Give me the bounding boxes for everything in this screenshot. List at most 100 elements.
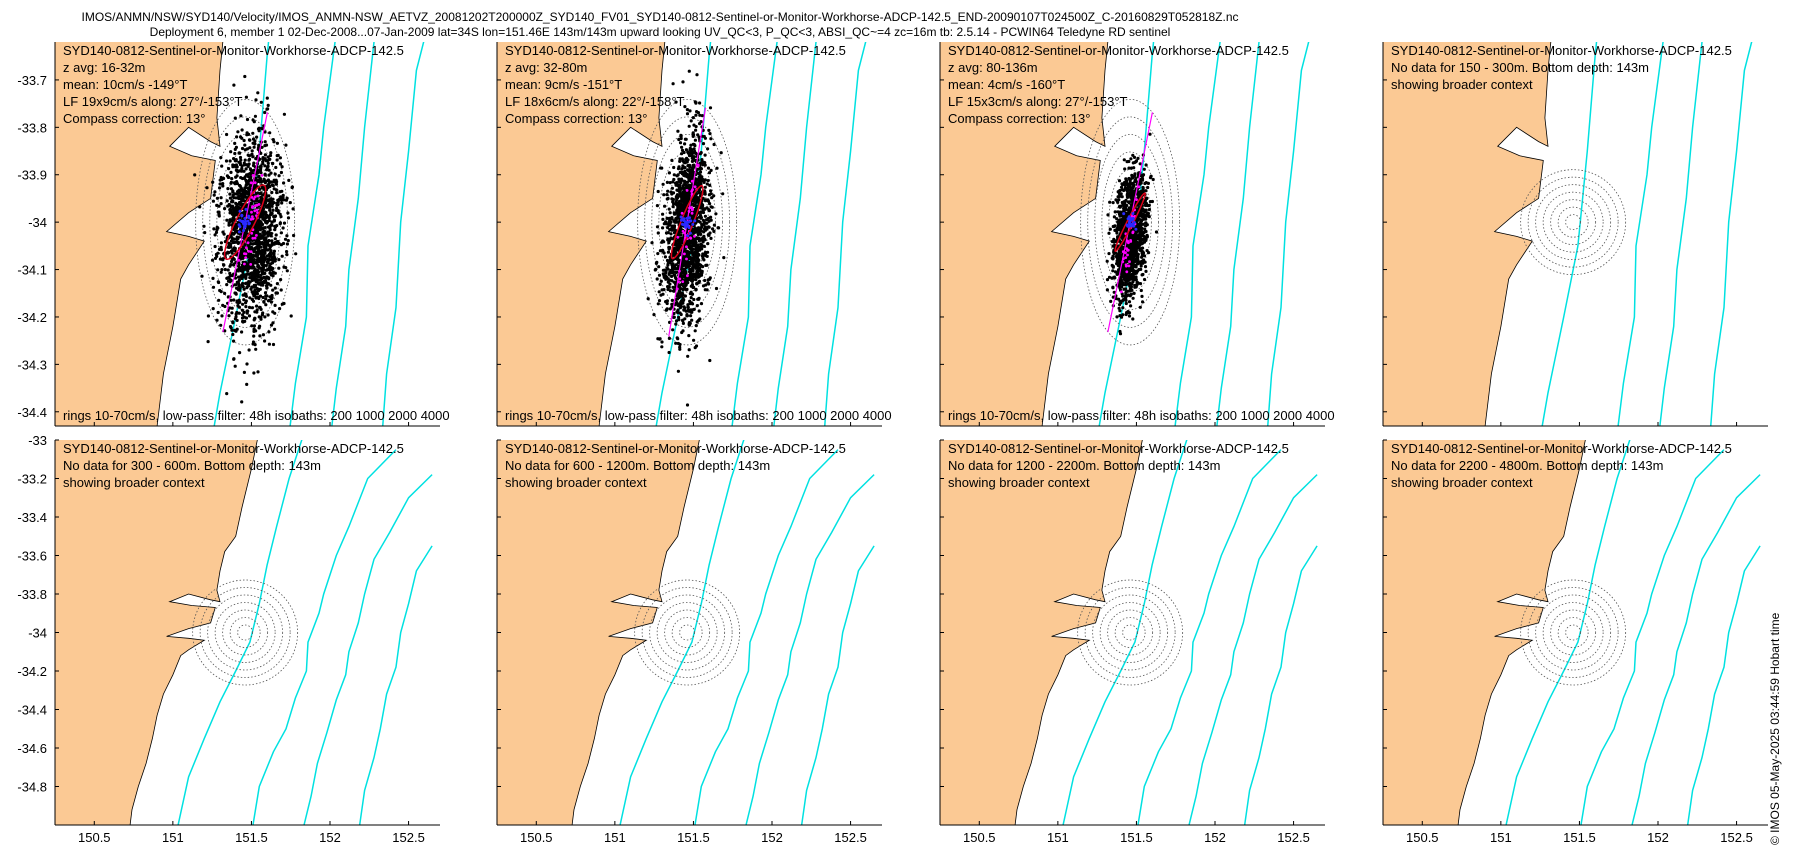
scatter-point bbox=[271, 321, 275, 325]
scatter-point bbox=[225, 132, 229, 137]
scatter-point bbox=[1127, 166, 1131, 170]
scatter-point bbox=[1128, 273, 1132, 277]
scatter-point bbox=[704, 263, 708, 267]
scatter-point bbox=[244, 178, 248, 182]
scatter-point bbox=[1139, 177, 1143, 181]
scatter-point bbox=[230, 218, 234, 222]
isobath-line-4 bbox=[382, 42, 425, 426]
scatter-point bbox=[253, 139, 257, 143]
scatter-point bbox=[245, 117, 250, 122]
scatter-point bbox=[210, 258, 215, 262]
scatter-point bbox=[236, 269, 240, 273]
scatter-point bbox=[694, 113, 698, 117]
scatter-point bbox=[251, 242, 255, 246]
scatter-point bbox=[211, 307, 215, 311]
scatter-point bbox=[685, 403, 690, 407]
land-polygon bbox=[497, 42, 666, 426]
scatter-point bbox=[1108, 227, 1112, 231]
panel-info-line: LF 18x6cm/s along: 22°/-158°T bbox=[505, 94, 685, 109]
scatter-point bbox=[240, 400, 244, 404]
scatter-point bbox=[1135, 240, 1139, 245]
scatter-point bbox=[263, 153, 267, 157]
scatter-point bbox=[668, 211, 672, 215]
scatter-point bbox=[284, 266, 288, 270]
scatter-point bbox=[262, 263, 266, 267]
scatter-point bbox=[215, 196, 219, 200]
y-tick-label: -34 bbox=[28, 215, 47, 230]
scatter-point bbox=[265, 168, 269, 172]
scatter-point bbox=[687, 321, 692, 325]
scatter-point bbox=[1128, 191, 1132, 195]
scatter-point bbox=[658, 282, 662, 286]
isobath-line-3 bbox=[773, 42, 817, 426]
scatter-point bbox=[273, 303, 277, 307]
scatter-point bbox=[219, 156, 223, 160]
isobath-line-2 bbox=[1174, 42, 1221, 426]
panel-title: SYD140-0812-Sentinel-or-Monitor-Workhors… bbox=[505, 43, 846, 58]
scatter-point bbox=[257, 187, 262, 192]
scatter-point bbox=[234, 224, 238, 228]
scatter-point bbox=[229, 278, 233, 283]
scatter-point bbox=[1142, 167, 1146, 171]
scatter-point bbox=[225, 199, 229, 203]
scatter-point bbox=[670, 302, 674, 306]
mean-point bbox=[247, 214, 251, 218]
lowpass-point bbox=[686, 274, 689, 278]
scatter-point bbox=[700, 158, 704, 162]
scatter-point bbox=[238, 183, 242, 188]
mean-point bbox=[693, 219, 697, 223]
lowpass-point bbox=[1120, 290, 1123, 294]
scatter-point bbox=[242, 138, 246, 143]
scatter-point bbox=[243, 186, 247, 190]
scatter-point bbox=[722, 256, 726, 260]
scatter-point bbox=[235, 253, 239, 257]
scatter-point bbox=[268, 208, 272, 212]
scatter-point bbox=[688, 299, 692, 303]
scatter-point bbox=[1136, 234, 1140, 238]
scatter-point bbox=[265, 96, 269, 100]
scatter-point bbox=[230, 236, 234, 240]
lowpass-point bbox=[251, 217, 255, 221]
scatter-point bbox=[696, 249, 700, 253]
mean-point bbox=[238, 209, 242, 213]
scatter-point bbox=[701, 210, 706, 215]
scatter-point bbox=[252, 145, 256, 149]
scatter-point bbox=[233, 147, 237, 151]
scatter-point bbox=[1135, 237, 1139, 241]
scatter-point bbox=[1123, 219, 1127, 223]
scatter-point bbox=[1144, 221, 1148, 225]
scatter-point bbox=[657, 290, 661, 294]
scatter-point bbox=[247, 259, 251, 263]
scatter-point bbox=[698, 220, 702, 224]
scatter-point bbox=[693, 226, 697, 230]
mean-point bbox=[685, 216, 689, 220]
scatter-point bbox=[1139, 267, 1143, 271]
scatter-point bbox=[671, 285, 675, 289]
scatter-point bbox=[248, 225, 252, 229]
scatter-point bbox=[1132, 183, 1136, 187]
scatter-point bbox=[688, 109, 692, 113]
scatter-point bbox=[236, 130, 240, 134]
scatter-point bbox=[690, 239, 695, 243]
scatter-point bbox=[1116, 225, 1120, 229]
scatter-point bbox=[682, 173, 686, 177]
velocity-ring-7 bbox=[637, 98, 738, 346]
scatter-point bbox=[694, 324, 698, 328]
mean-point bbox=[1122, 212, 1126, 216]
scatter-point bbox=[694, 128, 698, 132]
scatter-point bbox=[278, 190, 282, 194]
scatter-point bbox=[257, 174, 261, 178]
scatter-point bbox=[232, 262, 236, 266]
scatter-point bbox=[282, 198, 286, 202]
scatter-point bbox=[682, 150, 686, 155]
scatter-point bbox=[272, 218, 276, 222]
scatter-point bbox=[255, 198, 259, 203]
scatter-point bbox=[286, 216, 291, 220]
y-tick-label: -34.4 bbox=[17, 405, 47, 420]
scatter-point bbox=[1122, 158, 1126, 162]
mean-point bbox=[685, 221, 689, 224]
isobath-line-3 bbox=[1216, 42, 1260, 426]
scatter-point bbox=[682, 259, 686, 263]
scatter-point bbox=[249, 175, 253, 179]
lowpass-point bbox=[681, 280, 685, 283]
